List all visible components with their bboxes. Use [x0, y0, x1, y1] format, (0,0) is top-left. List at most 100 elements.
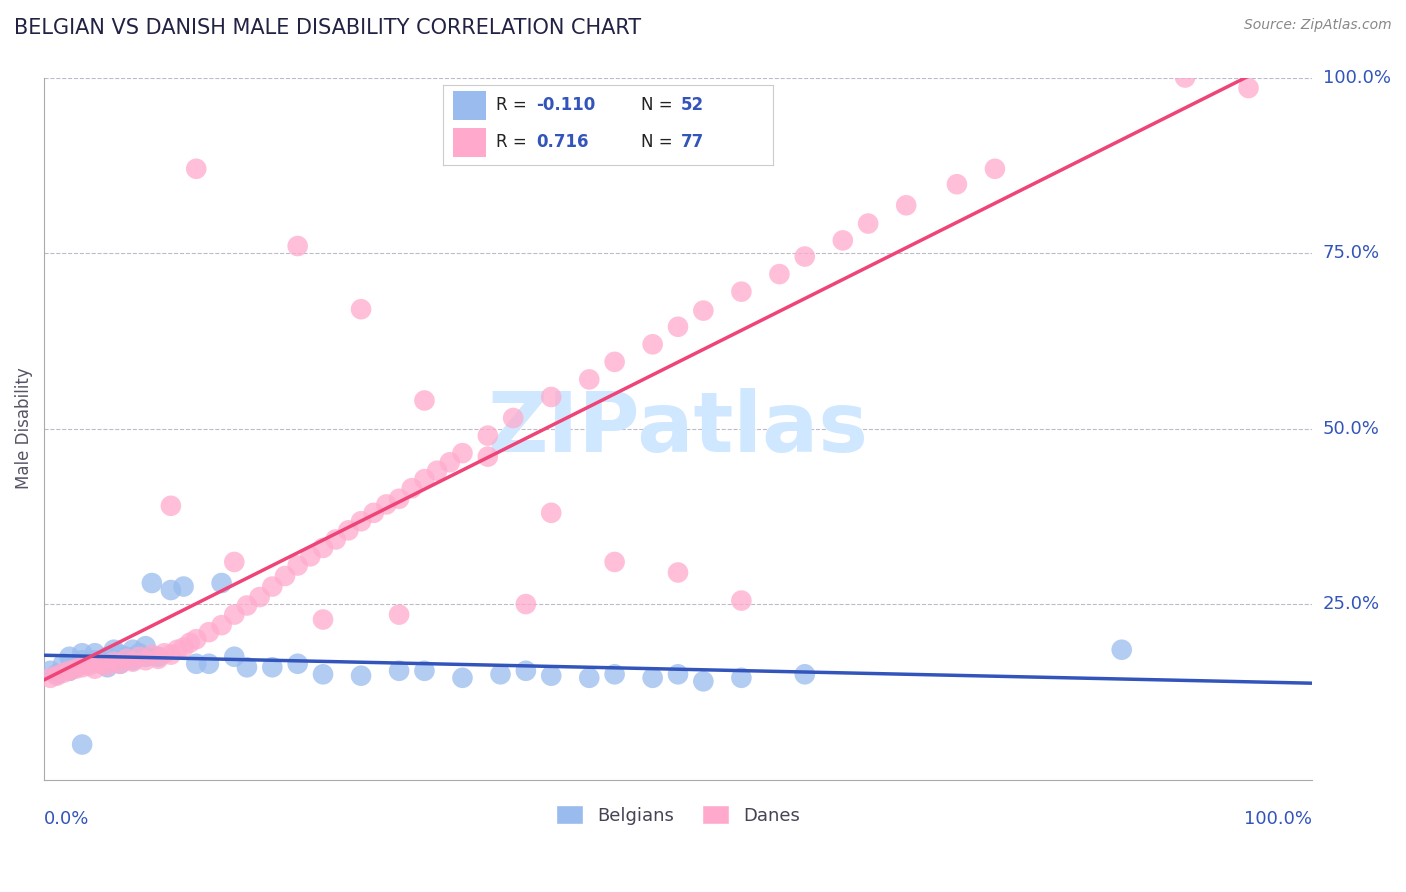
- Point: [90, 657, 112, 671]
- Point: [312, 613, 335, 627]
- Point: [363, 506, 385, 520]
- Point: [211, 618, 233, 632]
- Point: [224, 555, 246, 569]
- Point: [641, 671, 664, 685]
- Point: [45, 669, 67, 683]
- Point: [350, 669, 373, 683]
- Point: [793, 667, 815, 681]
- Point: [121, 653, 143, 667]
- Point: [515, 664, 537, 678]
- Point: [413, 393, 436, 408]
- Text: 0.0%: 0.0%: [44, 810, 90, 828]
- Point: [224, 607, 246, 622]
- Point: [83, 646, 105, 660]
- Text: BELGIAN VS DANISH MALE DISABILITY CORRELATION CHART: BELGIAN VS DANISH MALE DISABILITY CORREL…: [14, 18, 641, 37]
- Point: [896, 198, 918, 212]
- Point: [236, 599, 259, 613]
- Point: [312, 541, 335, 555]
- Point: [70, 646, 93, 660]
- Point: [274, 569, 297, 583]
- Point: [224, 649, 246, 664]
- Point: [375, 497, 398, 511]
- Point: [160, 648, 183, 662]
- Point: [856, 217, 879, 231]
- Point: [325, 533, 347, 547]
- Point: [793, 250, 815, 264]
- Point: [198, 625, 221, 640]
- Point: [287, 558, 309, 573]
- Point: [96, 658, 118, 673]
- Point: [249, 590, 271, 604]
- Text: Source: ZipAtlas.com: Source: ZipAtlas.com: [1244, 18, 1392, 32]
- Point: [451, 671, 474, 685]
- Point: [236, 660, 259, 674]
- Point: [413, 664, 436, 678]
- Point: [173, 580, 195, 594]
- Point: [666, 667, 689, 681]
- Point: [287, 239, 309, 253]
- Point: [692, 674, 714, 689]
- Point: [135, 639, 157, 653]
- Point: [58, 664, 80, 678]
- Point: [603, 667, 626, 681]
- Point: [65, 660, 87, 674]
- Point: [39, 664, 62, 678]
- Point: [262, 660, 284, 674]
- Point: [1237, 81, 1260, 95]
- Point: [603, 355, 626, 369]
- Point: [186, 632, 208, 647]
- Point: [730, 285, 752, 299]
- Point: [578, 671, 600, 685]
- Point: [350, 302, 373, 317]
- Point: [83, 653, 105, 667]
- Point: [115, 649, 138, 664]
- Text: 25.0%: 25.0%: [1323, 595, 1381, 613]
- Point: [135, 649, 157, 664]
- Text: ZIPatlas: ZIPatlas: [488, 388, 869, 469]
- Point: [108, 657, 131, 671]
- Point: [692, 303, 714, 318]
- Point: [388, 664, 411, 678]
- Point: [173, 640, 195, 655]
- Point: [77, 657, 100, 671]
- Point: [641, 337, 664, 351]
- Point: [666, 319, 689, 334]
- Point: [153, 646, 176, 660]
- Point: [70, 660, 93, 674]
- Point: [1111, 642, 1133, 657]
- Point: [299, 549, 322, 564]
- Point: [489, 667, 512, 681]
- Point: [96, 660, 118, 674]
- Point: [160, 499, 183, 513]
- Point: [831, 234, 853, 248]
- Point: [1174, 70, 1197, 85]
- Point: [388, 607, 411, 622]
- Point: [103, 655, 125, 669]
- Point: [578, 372, 600, 386]
- Point: [52, 657, 75, 671]
- Point: [946, 178, 969, 192]
- Legend: Belgians, Danes: Belgians, Danes: [547, 797, 808, 834]
- Point: [730, 593, 752, 607]
- Point: [121, 642, 143, 657]
- Point: [388, 491, 411, 506]
- Point: [603, 555, 626, 569]
- Point: [477, 450, 499, 464]
- Point: [211, 576, 233, 591]
- Point: [262, 580, 284, 594]
- Point: [186, 161, 208, 176]
- Point: [103, 642, 125, 657]
- Point: [198, 657, 221, 671]
- Text: 50.0%: 50.0%: [1323, 419, 1379, 438]
- Point: [121, 655, 143, 669]
- Point: [135, 653, 157, 667]
- Point: [540, 506, 562, 520]
- Point: [128, 646, 150, 660]
- Point: [58, 664, 80, 678]
- Point: [179, 636, 201, 650]
- Point: [52, 665, 75, 680]
- Point: [65, 662, 87, 676]
- Point: [58, 649, 80, 664]
- Point: [90, 657, 112, 671]
- Point: [115, 652, 138, 666]
